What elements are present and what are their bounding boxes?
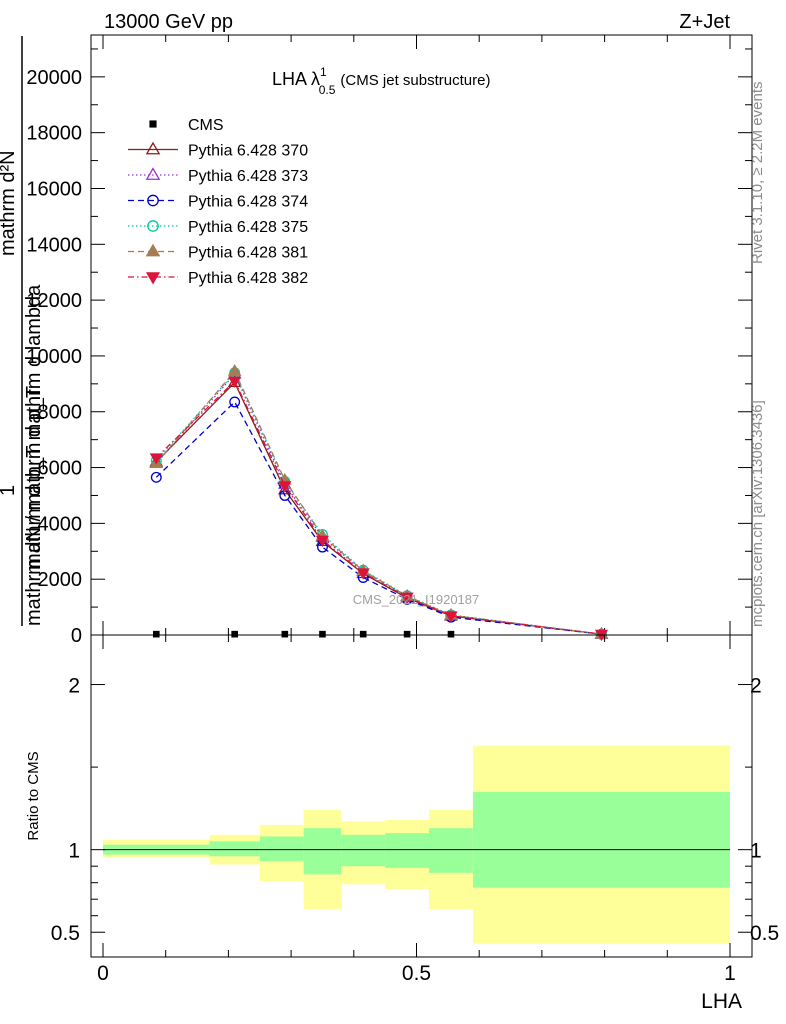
data-point: [359, 630, 367, 638]
legend-marker: [147, 220, 159, 232]
legend-label: Pythia 6.428 370: [188, 143, 308, 160]
ratio-band-stat: [385, 833, 430, 868]
chart-title-sub: 0.5: [319, 83, 336, 97]
legend-item: Pythia 6.428 374: [128, 194, 308, 211]
xtick-label: 0.5: [402, 962, 431, 985]
main-ytick-label: 12000: [26, 290, 82, 312]
main-ytick-label: 10000: [26, 346, 82, 368]
ratio-band-stat: [259, 836, 304, 862]
data-point: [149, 453, 163, 465]
main-ytick-label: 4000: [38, 513, 83, 535]
legend-marker: [147, 194, 159, 207]
data-point: [447, 630, 455, 638]
ratio-ytick-label: 1: [68, 840, 80, 863]
data-point: [356, 568, 370, 580]
legend-item: Pythia 6.428 375: [128, 219, 308, 236]
xlabel: LHA: [701, 990, 742, 1013]
legend-label: Pythia 6.428 381: [188, 245, 308, 262]
series-line: [155, 379, 602, 635]
legend-marker: [145, 167, 161, 180]
series-0: [152, 630, 605, 638]
ylabel-numerator-extra: mathrm d p_T mathrm d lambda: [23, 284, 45, 570]
data-point: [227, 363, 242, 376]
legend-marker: [149, 120, 157, 128]
svg-text:LHA λ10.5(CMS jet substructure: LHA λ1 0.5 (CMS jet substructure): [272, 65, 490, 97]
main-ytick-label: 20000: [26, 67, 82, 89]
ratio-ytick-label-right: 2: [750, 675, 762, 698]
data-point: [400, 592, 414, 605]
data-point: [150, 471, 162, 483]
chart-title-note: (CMS jet substructure): [340, 72, 490, 89]
header-energy: 13000 GeV pp: [104, 11, 233, 33]
legend-item: CMS: [149, 117, 224, 134]
ratio-ytick-label: 0.5: [51, 922, 80, 945]
ratio-ylabel: Ratio to CMS: [25, 751, 42, 840]
xtick-label: 1: [724, 962, 736, 985]
ratio-band-stat: [429, 828, 473, 873]
ratio-band-stat: [303, 828, 342, 875]
series-line: [155, 400, 602, 635]
legend-item: Pythia 6.428 382: [128, 270, 308, 287]
data-point: [229, 396, 241, 408]
legend-label: Pythia 6.428 373: [188, 168, 308, 185]
ratio-ytick-label-right: 1: [750, 840, 762, 863]
ylabel-lead: 1: [0, 485, 19, 496]
legend-label: Pythia 6.428 374: [188, 194, 308, 211]
header: 13000 GeV pp Z+Jet: [104, 11, 730, 33]
legend: CMS Pythia 6.428 370 Pythia 6.428 373 Pythi…: [128, 117, 308, 287]
ratio-ytick-label-right: 0.5: [750, 922, 779, 945]
main-axes: 0 2000 4000 6000 8000 10000 12000 14000 16000 180…: [26, 35, 752, 647]
ratio-band-stat: [472, 791, 730, 888]
ylabel-numerator: mathrm d²N: [0, 150, 19, 256]
data-point: [315, 535, 330, 548]
main-ylabel: mathrm dN / mathrm d p_T 1 mathrm d p_T …: [0, 36, 45, 626]
chart-title-main: LHA λ: [272, 69, 320, 89]
data-point: [281, 630, 289, 638]
ratio-axes: 0.5 0.5 1 1 2 2 0 0.5 1: [51, 635, 779, 985]
data-point: [319, 630, 326, 638]
watermark: CMS_2021_I1920187: [353, 592, 480, 607]
main-plot: 0 2000 4000 6000 8000 10000 12000 14000 16000 180…: [0, 34, 753, 647]
side-labels: Rivet 3.1.10, ≥ 2.2M events mcplots.cern…: [749, 82, 766, 628]
legend-label: Pythia 6.428 375: [188, 219, 308, 236]
main-ytick-label: 18000: [26, 123, 82, 145]
data-point: [403, 630, 411, 638]
legend-label: CMS: [188, 117, 224, 134]
main-ytick-label: 14000: [26, 234, 82, 256]
chart-title-sup: 1: [320, 65, 327, 79]
xtick-label: 0: [97, 962, 109, 985]
main-ytick-label: 2000: [38, 569, 83, 591]
ylabel-denominator: mathrm dN / mathrm d p_T: [23, 386, 45, 626]
chart-title: LHA λ1 0.5 (CMS jet substructure): [272, 65, 490, 97]
main-ytick-label: 16000: [26, 178, 82, 200]
main-series: [149, 363, 609, 642]
legend-marker: [145, 272, 161, 285]
data-point: [444, 611, 458, 623]
data-point: [152, 630, 160, 638]
legend-item: Pythia 6.428 370: [128, 141, 308, 160]
data-point: [228, 376, 242, 389]
header-process: Z+Jet: [679, 11, 730, 33]
ratio-band-stat: [341, 834, 386, 867]
data-point: [231, 630, 238, 638]
rivet-label: Rivet 3.1.10, ≥ 2.2M events: [749, 82, 766, 265]
data-point: [278, 481, 292, 493]
ratio-plot: 0.5 0.5 1 1 2 2 0 0.5 1 Ratio to CMS LHA: [25, 634, 779, 1013]
series-6: [149, 376, 609, 642]
legend-item: Pythia 6.428 381: [128, 243, 308, 262]
main-ytick-label: 6000: [38, 458, 83, 480]
ratio-band-stat: [209, 841, 260, 857]
legend-marker: [145, 243, 161, 257]
ratio-bands: [103, 745, 730, 944]
ratio-frame: [90, 634, 753, 958]
legend-marker: [145, 141, 161, 155]
main-ytick-label: 0: [71, 625, 82, 647]
ratio-ytick-label: 2: [68, 675, 80, 698]
mcplots-label: mcplots.cern.ch [arXiv:1306.3436]: [749, 400, 766, 627]
legend-label: Pythia 6.428 382: [188, 270, 308, 287]
legend-item: Pythia 6.428 373: [128, 167, 308, 185]
main-ytick-label: 8000: [38, 402, 83, 424]
